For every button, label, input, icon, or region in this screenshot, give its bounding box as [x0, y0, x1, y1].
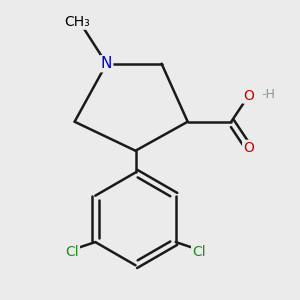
Text: Cl: Cl	[65, 245, 79, 259]
Text: O: O	[243, 141, 254, 155]
Text: N: N	[101, 56, 112, 71]
Text: -H: -H	[261, 88, 275, 101]
Text: CH₃: CH₃	[64, 15, 90, 29]
Text: Cl: Cl	[192, 245, 206, 259]
Text: O: O	[243, 88, 254, 103]
